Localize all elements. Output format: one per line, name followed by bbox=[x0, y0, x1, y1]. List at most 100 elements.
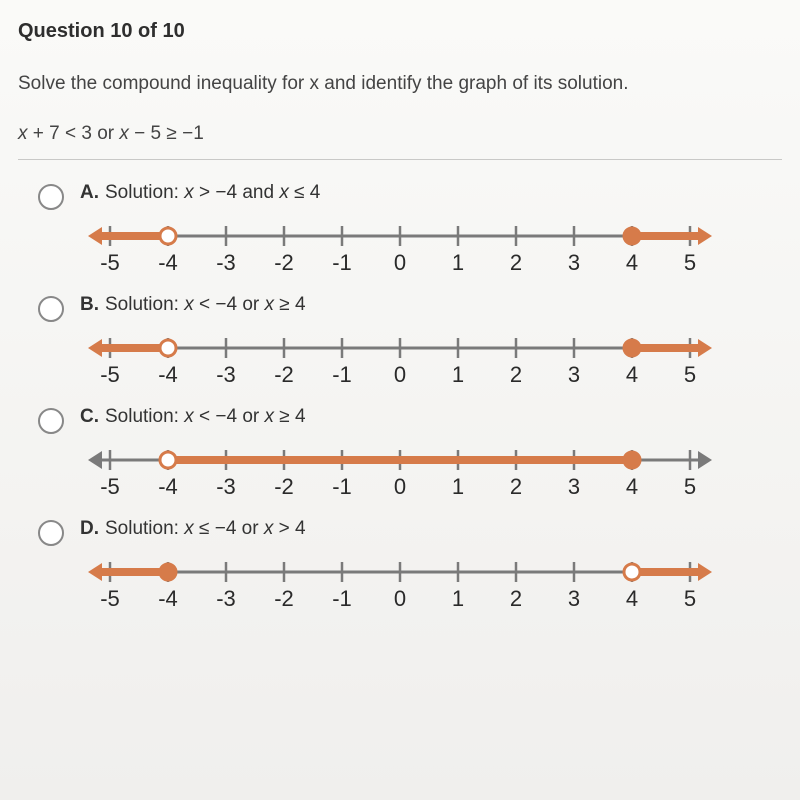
svg-text:3: 3 bbox=[568, 586, 580, 611]
svg-text:5: 5 bbox=[684, 250, 696, 275]
svg-text:3: 3 bbox=[568, 362, 580, 387]
choice-text-part: x bbox=[184, 294, 194, 315]
svg-text:2: 2 bbox=[510, 362, 522, 387]
choice-text-part: < −4 or bbox=[194, 294, 265, 315]
radio-button[interactable] bbox=[38, 296, 64, 322]
choice-text-part: x bbox=[265, 406, 275, 427]
svg-text:4: 4 bbox=[626, 250, 638, 275]
svg-text:-3: -3 bbox=[216, 362, 236, 387]
radio-button[interactable] bbox=[38, 408, 64, 434]
radio-button[interactable] bbox=[38, 520, 64, 546]
page-container: Question 10 of 10 Solve the compound ine… bbox=[0, 0, 800, 800]
choice-letter: A. bbox=[80, 182, 99, 203]
svg-text:-5: -5 bbox=[100, 474, 120, 499]
svg-text:3: 3 bbox=[568, 250, 580, 275]
svg-text:4: 4 bbox=[626, 586, 638, 611]
choice-text-part: x bbox=[264, 518, 274, 539]
choice-text-part: Solution: bbox=[105, 294, 184, 315]
choice-text-part: x bbox=[184, 518, 194, 539]
svg-text:1: 1 bbox=[452, 586, 464, 611]
ineq-p2: x bbox=[119, 123, 129, 144]
number-line: -5 -4 -3 -2 -1 0 1 2 3 4 5 bbox=[80, 322, 720, 396]
choice-label: C. Solution: x < −4 or x ≥ 4 bbox=[80, 406, 782, 428]
svg-text:5: 5 bbox=[684, 586, 696, 611]
choice-row[interactable]: A. Solution: x > −4 and x ≤ 4 -5 -4 -3 -2 -1 0 1… bbox=[38, 182, 782, 284]
choice-text-part: ≤ 4 bbox=[289, 182, 321, 203]
radio-button[interactable] bbox=[38, 184, 64, 210]
svg-text:-1: -1 bbox=[332, 474, 352, 499]
prompt-var: x bbox=[310, 73, 320, 94]
choice-label: A. Solution: x > −4 and x ≤ 4 bbox=[80, 182, 782, 204]
svg-text:-2: -2 bbox=[274, 250, 294, 275]
choice-text-part: x bbox=[184, 182, 194, 203]
svg-text:3: 3 bbox=[568, 474, 580, 499]
svg-text:-4: -4 bbox=[158, 474, 178, 499]
question-header: Question 10 of 10 bbox=[18, 20, 782, 43]
choices-container: A. Solution: x > −4 and x ≤ 4 -5 -4 -3 -2 -1 0 1… bbox=[18, 182, 782, 620]
svg-text:-3: -3 bbox=[216, 250, 236, 275]
svg-text:-3: -3 bbox=[216, 474, 236, 499]
choice-row[interactable]: B. Solution: x < −4 or x ≥ 4 -5 -4 -3 -2 -1 0 1 2… bbox=[38, 294, 782, 396]
svg-text:5: 5 bbox=[684, 474, 696, 499]
svg-text:0: 0 bbox=[394, 362, 406, 387]
choice-body: A. Solution: x > −4 and x ≤ 4 -5 -4 -3 -2 -1 0 1… bbox=[80, 182, 782, 284]
ineq-p0: x bbox=[18, 123, 28, 144]
choice-body: D.Solution: x ≤ −4 or x > 4 -5 -4 -3 -2 -1 0 1 2… bbox=[80, 518, 782, 620]
choice-letter: D. bbox=[80, 518, 99, 539]
svg-text:0: 0 bbox=[394, 586, 406, 611]
divider-line bbox=[18, 159, 782, 160]
svg-text:-4: -4 bbox=[158, 250, 178, 275]
svg-text:-2: -2 bbox=[274, 586, 294, 611]
choice-text-part: ≥ 4 bbox=[274, 406, 306, 427]
svg-text:2: 2 bbox=[510, 586, 522, 611]
svg-text:-4: -4 bbox=[158, 586, 178, 611]
number-line: -5 -4 -3 -2 -1 0 1 2 3 4 5 bbox=[80, 210, 720, 284]
svg-text:0: 0 bbox=[394, 250, 406, 275]
choice-text-part: < −4 or bbox=[194, 406, 265, 427]
choice-text-part: ≥ 4 bbox=[274, 294, 306, 315]
choice-label: D.Solution: x ≤ −4 or x > 4 bbox=[80, 518, 782, 540]
svg-text:5: 5 bbox=[684, 362, 696, 387]
choice-text-part: x bbox=[279, 182, 289, 203]
prompt-post: and identify the graph of its solution. bbox=[319, 73, 628, 94]
choice-text-part: x bbox=[184, 406, 194, 427]
choice-row[interactable]: D.Solution: x ≤ −4 or x > 4 -5 -4 -3 -2 -1 0 1 2… bbox=[38, 518, 782, 620]
ineq-p1: + 7 < 3 or bbox=[28, 123, 120, 144]
svg-text:-1: -1 bbox=[332, 250, 352, 275]
choice-letter: B. bbox=[80, 294, 99, 315]
svg-text:-1: -1 bbox=[332, 586, 352, 611]
choice-body: C. Solution: x < −4 or x ≥ 4 -5 -4 -3 -2 -1 0 1 2… bbox=[80, 406, 782, 508]
svg-text:-1: -1 bbox=[332, 362, 352, 387]
prompt-pre: Solve the compound inequality for bbox=[18, 73, 310, 94]
number-line: -5 -4 -3 -2 -1 0 1 2 3 4 5 bbox=[80, 546, 720, 620]
svg-text:1: 1 bbox=[452, 362, 464, 387]
choice-row[interactable]: C. Solution: x < −4 or x ≥ 4 -5 -4 -3 -2 -1 0 1 2… bbox=[38, 406, 782, 508]
svg-text:4: 4 bbox=[626, 474, 638, 499]
choice-text-part: > −4 and bbox=[194, 182, 280, 203]
choice-label: B. Solution: x < −4 or x ≥ 4 bbox=[80, 294, 782, 316]
number-line: -5 -4 -3 -2 -1 0 1 2 3 4 5 bbox=[80, 434, 720, 508]
svg-text:-3: -3 bbox=[216, 586, 236, 611]
svg-text:-5: -5 bbox=[100, 586, 120, 611]
svg-text:-2: -2 bbox=[274, 474, 294, 499]
choice-text-part: x bbox=[265, 294, 275, 315]
svg-text:1: 1 bbox=[452, 474, 464, 499]
svg-text:-2: -2 bbox=[274, 362, 294, 387]
svg-text:-5: -5 bbox=[100, 250, 120, 275]
choice-text-part: ≤ −4 or bbox=[194, 518, 264, 539]
question-prompt: Solve the compound inequality for x and … bbox=[18, 71, 782, 97]
choice-text-part: > 4 bbox=[273, 518, 305, 539]
svg-text:1: 1 bbox=[452, 250, 464, 275]
svg-text:-5: -5 bbox=[100, 362, 120, 387]
choice-letter: C. bbox=[80, 406, 99, 427]
svg-text:2: 2 bbox=[510, 250, 522, 275]
choice-text-part: Solution: bbox=[105, 182, 184, 203]
svg-text:4: 4 bbox=[626, 362, 638, 387]
choice-text-part: Solution: bbox=[105, 406, 184, 427]
svg-text:-4: -4 bbox=[158, 362, 178, 387]
ineq-p3: − 5 ≥ −1 bbox=[129, 123, 204, 144]
svg-text:0: 0 bbox=[394, 474, 406, 499]
svg-text:2: 2 bbox=[510, 474, 522, 499]
question-inequality: x + 7 < 3 or x − 5 ≥ −1 bbox=[18, 123, 782, 145]
choice-body: B. Solution: x < −4 or x ≥ 4 -5 -4 -3 -2 -1 0 1 2… bbox=[80, 294, 782, 396]
